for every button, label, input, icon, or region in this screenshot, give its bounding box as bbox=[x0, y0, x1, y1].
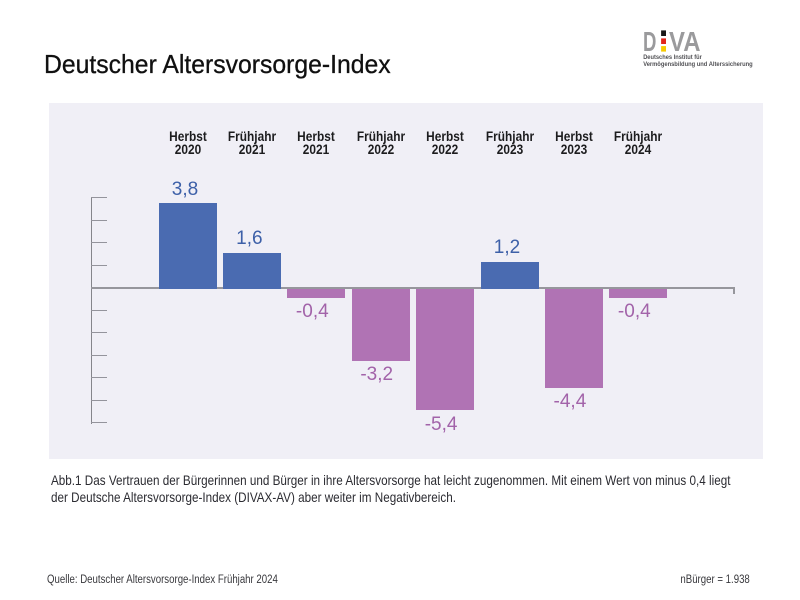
category-label-line: Frühjahr bbox=[227, 129, 276, 144]
category-label-line: 2020 bbox=[174, 142, 201, 158]
bar bbox=[158, 203, 217, 289]
category-label-line: 2022 bbox=[367, 142, 394, 158]
category-label: Frühjahr 2021 bbox=[212, 130, 291, 157]
category-label-line: 2023 bbox=[560, 142, 588, 158]
chart-plot-area: Herbst 2020 3,8 Frühjahr 2021 1,6 Herbst 2021 -0… bbox=[49, 103, 763, 459]
category-label: Herbst 2020 bbox=[148, 130, 227, 157]
diva-logo-graphic: D VA Deutsches Institut für Vermögensbil… bbox=[643, 26, 753, 68]
bar-value-label: -5,4 bbox=[424, 413, 458, 435]
category-label: Frühjahr 2022 bbox=[341, 130, 420, 157]
bar bbox=[416, 288, 475, 410]
y-axis-tick bbox=[90, 332, 107, 333]
y-axis-tick bbox=[90, 399, 107, 401]
figure-caption: Abb.1 Das Vertrauen der Bürgerinnen und … bbox=[51, 471, 731, 505]
category-label-line: Herbst bbox=[297, 129, 336, 144]
category-label-line: 2023 bbox=[496, 142, 523, 158]
bar-value-label: -0,4 bbox=[617, 301, 651, 322]
zero-baseline-end-tick bbox=[733, 288, 735, 294]
category-label-line: 2021 bbox=[303, 142, 330, 158]
bar-value-label: -4,4 bbox=[553, 391, 587, 412]
y-axis-line bbox=[90, 197, 92, 424]
category-label: Herbst 2023 bbox=[534, 130, 613, 157]
y-axis-tick bbox=[90, 377, 107, 378]
y-axis-tick bbox=[90, 242, 107, 243]
category-label-line: 2024 bbox=[625, 142, 652, 158]
bar-value-label: 1,2 bbox=[493, 237, 521, 258]
y-axis-tick bbox=[90, 422, 107, 423]
bar bbox=[609, 288, 668, 298]
bar bbox=[351, 288, 410, 361]
category-label-line: Frühjahr bbox=[614, 129, 663, 144]
bar bbox=[544, 288, 603, 388]
bar-value-label: 3,8 bbox=[171, 178, 199, 200]
bar-value-label: -3,2 bbox=[360, 364, 394, 385]
diva-logo-letters-va: VA bbox=[669, 30, 701, 57]
diva-logo-subtitle-line2: Vermögensbildung und Alterssicherung bbox=[643, 61, 753, 68]
category-label-line: Herbst bbox=[426, 129, 464, 144]
category-label-line: Herbst bbox=[168, 129, 207, 144]
y-axis-tick bbox=[90, 197, 107, 198]
bar-value-label: 1,6 bbox=[236, 228, 263, 249]
bar-value-label: -0,4 bbox=[295, 301, 329, 322]
y-axis-tick bbox=[90, 219, 107, 221]
y-axis-tick bbox=[90, 354, 107, 356]
flag-square-gold bbox=[661, 46, 666, 52]
source-note: Quelle: Deutscher Altersvorsorge-Index F… bbox=[47, 574, 278, 586]
y-axis-tick bbox=[90, 264, 107, 266]
category-label-line: Herbst bbox=[555, 129, 593, 144]
category-label: Herbst 2022 bbox=[405, 130, 484, 157]
y-axis-tick bbox=[90, 309, 107, 311]
page-title: Deutscher Altersvorsorge-Index bbox=[44, 49, 391, 79]
category-label-line: Frühjahr bbox=[356, 129, 405, 144]
category-label: Frühjahr 2024 bbox=[599, 130, 678, 157]
flag-square-black bbox=[661, 30, 666, 36]
category-label: Frühjahr 2023 bbox=[470, 130, 549, 157]
category-label: Herbst 2021 bbox=[277, 130, 356, 157]
bar bbox=[287, 288, 346, 298]
zero-baseline bbox=[90, 286, 735, 289]
diva-logo: D VA Deutsches Institut für Vermögensbil… bbox=[643, 26, 755, 70]
bar bbox=[480, 261, 539, 289]
diva-logo-subtitle-line1: Deutsches Institut für bbox=[643, 54, 702, 61]
sample-size-note: nBürger = 1.938 bbox=[680, 574, 750, 586]
category-label-line: 2021 bbox=[238, 142, 266, 158]
diva-logo-letter-d: D bbox=[643, 30, 656, 57]
category-label-line: 2022 bbox=[431, 142, 459, 158]
bar bbox=[222, 252, 281, 289]
category-label-line: Frühjahr bbox=[485, 129, 534, 144]
flag-square-red bbox=[661, 38, 666, 44]
